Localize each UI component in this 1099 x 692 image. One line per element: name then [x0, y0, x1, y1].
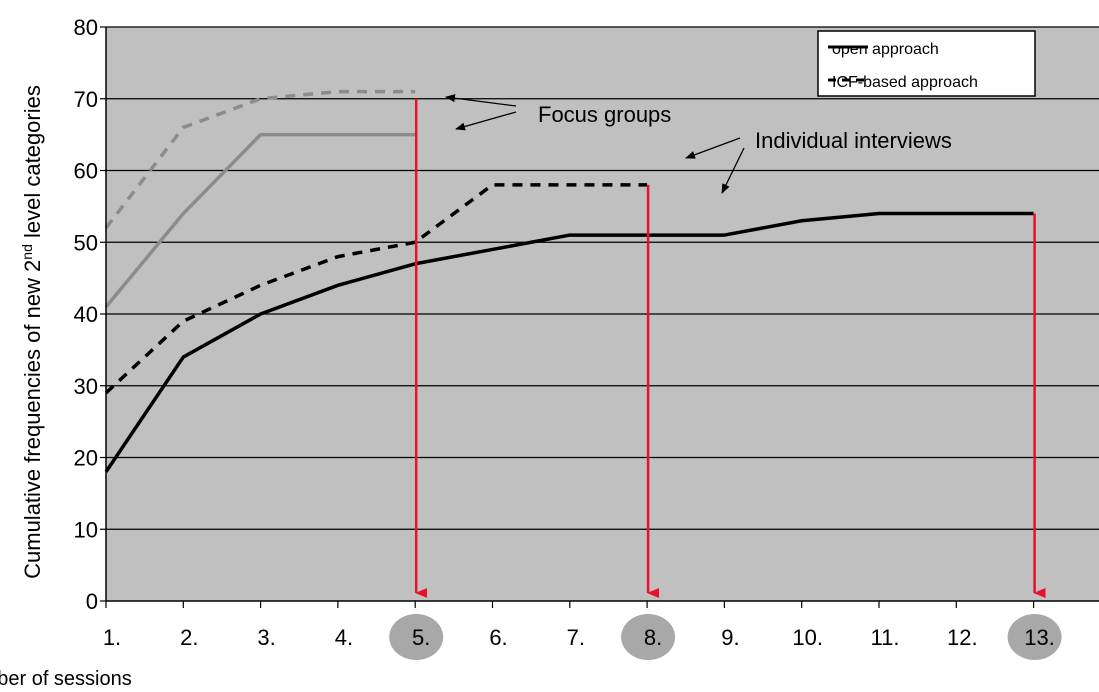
individual-dashed-line	[104, 183, 648, 395]
y-tick-label-50: 50	[74, 230, 98, 255]
x-tick-label-11: 11.	[871, 625, 900, 650]
y-tick-label-20: 20	[74, 446, 98, 471]
y-tick-label-40: 40	[74, 302, 98, 327]
x-tick-label-13: 13.	[1024, 625, 1055, 650]
x-tick-label-12: 12.	[947, 625, 978, 650]
series-lines	[104, 89, 1034, 473]
y-tick-label-60: 60	[74, 159, 98, 184]
x-tick-label-5: 5.	[412, 625, 430, 650]
individual-arrow-1	[685, 137, 741, 159]
session-highlight-5	[389, 614, 444, 660]
axes	[100, 26, 1099, 608]
x-tick-label-3: 3.	[257, 625, 275, 650]
x-tick-label-2: 2.	[180, 625, 198, 650]
y-tick-label-80: 80	[74, 15, 98, 40]
focus-solid-line	[104, 132, 416, 308]
session-highlights	[389, 614, 1062, 660]
saturation-markers	[414, 98, 1046, 598]
legend: open approach ICF-based approach	[817, 30, 1036, 97]
individual-solid-line	[104, 211, 1034, 473]
x-tick-label-1: 1.	[103, 625, 121, 650]
focus-dashed-line	[104, 89, 416, 229]
session-highlight-8	[621, 614, 676, 660]
x-tick-label-9: 9.	[721, 625, 739, 650]
x-axis-label: Number of sessions	[0, 668, 132, 690]
x-tick-label-6: 6.	[489, 625, 507, 650]
x-tick-label-10: 10.	[792, 625, 823, 650]
y-tick-label-70: 70	[74, 87, 98, 112]
y-tick-label-10: 10	[74, 517, 98, 542]
gridlines	[106, 26, 1099, 530]
x-tick-labels: 1. 2. 3. 4. 5. 6. 7. 8. 9. 10. 11. 12. 13.	[103, 625, 1055, 650]
x-tick-label-8: 8.	[644, 625, 662, 650]
focus-arrow-1	[445, 94, 517, 107]
legend-label-solid: open approach	[832, 41, 939, 58]
focus-arrow-2	[455, 111, 517, 131]
annotation-individual-interviews: Individual interviews	[755, 128, 952, 153]
x-tick-label-7: 7.	[567, 625, 585, 650]
legend-box	[817, 30, 1036, 97]
annotations: Focus groups Individual interviews	[445, 94, 952, 194]
y-tick-labels: 0 10 20 30 40 50 60 70 80	[74, 15, 98, 614]
individual-arrow-2	[721, 147, 745, 194]
annotation-focus-groups: Focus groups	[538, 102, 671, 127]
legend-label-dashed: ICF-based approach	[832, 74, 978, 91]
y-tick-label-0: 0	[86, 589, 98, 614]
x-tick-label-4: 4.	[335, 625, 353, 650]
session-highlight-13	[1007, 614, 1062, 660]
y-axis-label: Cumulative frequencies of new 2nd level …	[19, 85, 45, 579]
y-tick-label-30: 30	[74, 374, 98, 399]
